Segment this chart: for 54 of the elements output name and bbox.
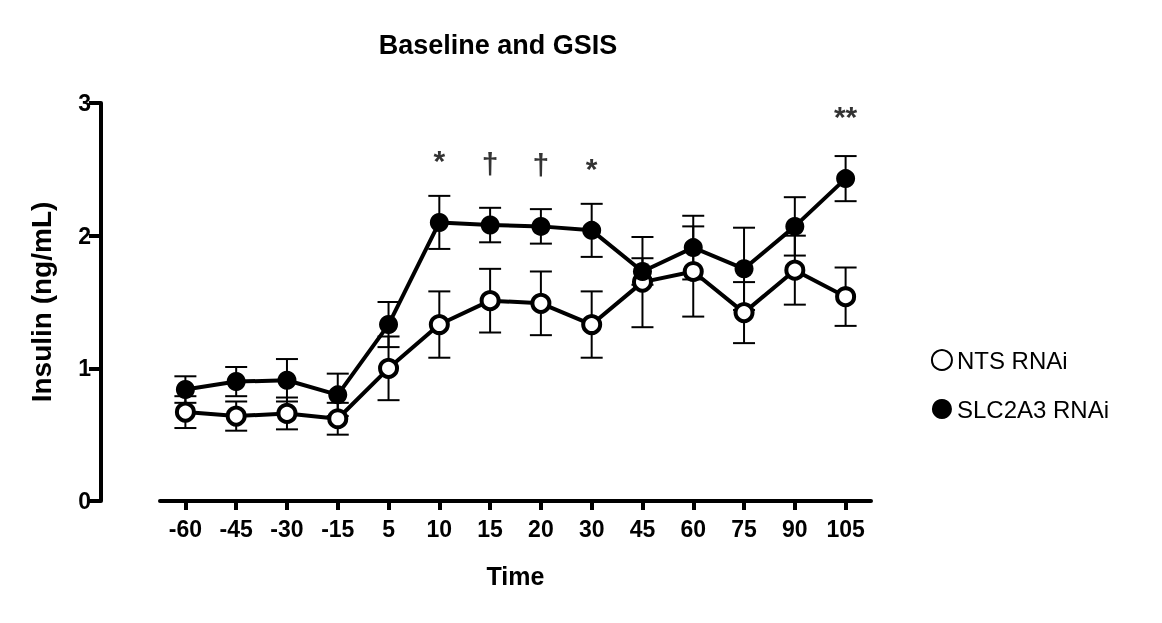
x-tick-label: 15 (477, 515, 504, 542)
point (530, 292, 552, 314)
point (428, 314, 450, 336)
legend-label: SLC2A3 RNAi (956, 395, 1109, 423)
point (379, 315, 399, 335)
point (836, 169, 856, 189)
point (734, 259, 754, 279)
point (328, 385, 348, 405)
legend-label: NTS RNAi (956, 346, 1068, 374)
point (175, 380, 195, 400)
point (277, 370, 297, 390)
point (835, 286, 857, 308)
x-tick-label: 10 (426, 515, 453, 542)
point (225, 405, 247, 427)
x-tick-label: -30 (270, 515, 304, 542)
annotation: ** (833, 100, 858, 134)
x-axis-title: Time (486, 561, 545, 590)
point (582, 220, 602, 240)
x-tick-label: 20 (528, 515, 554, 542)
x-tick-label: 105 (826, 515, 865, 542)
chart-title: Baseline and GSIS (378, 29, 618, 60)
x-tick-label: 5 (382, 515, 396, 542)
x-tick-label: 30 (578, 515, 605, 542)
x-tick-label: 90 (782, 515, 808, 542)
y-axis-title: Insulin (ng/mL) (25, 201, 57, 403)
x-tick-label: -60 (168, 515, 203, 542)
point (784, 259, 806, 281)
y-tick-label: 0 (78, 488, 91, 514)
point (174, 401, 196, 423)
y-tick-label: 2 (78, 222, 91, 249)
x-tick-label: -45 (219, 515, 253, 542)
point (226, 372, 246, 392)
point (632, 261, 652, 281)
annotation: † (481, 146, 499, 180)
point (683, 238, 703, 258)
point (785, 216, 805, 236)
annotation: * (585, 151, 598, 185)
annotation: * (433, 143, 446, 177)
x-tick-label: 45 (629, 515, 656, 542)
point (429, 212, 449, 232)
y-tick-label: 3 (78, 90, 91, 116)
x-tick-label: 60 (680, 515, 707, 542)
x-tick-label: 75 (731, 515, 758, 542)
point (581, 314, 603, 336)
point (479, 290, 501, 312)
point (327, 408, 349, 430)
x-tick-label: -15 (321, 515, 355, 542)
point (733, 302, 755, 324)
point (531, 216, 551, 236)
point (480, 215, 500, 235)
point (378, 357, 400, 379)
y-tick-label: 1 (78, 355, 92, 382)
point (682, 260, 704, 282)
annotation: † (532, 147, 550, 181)
